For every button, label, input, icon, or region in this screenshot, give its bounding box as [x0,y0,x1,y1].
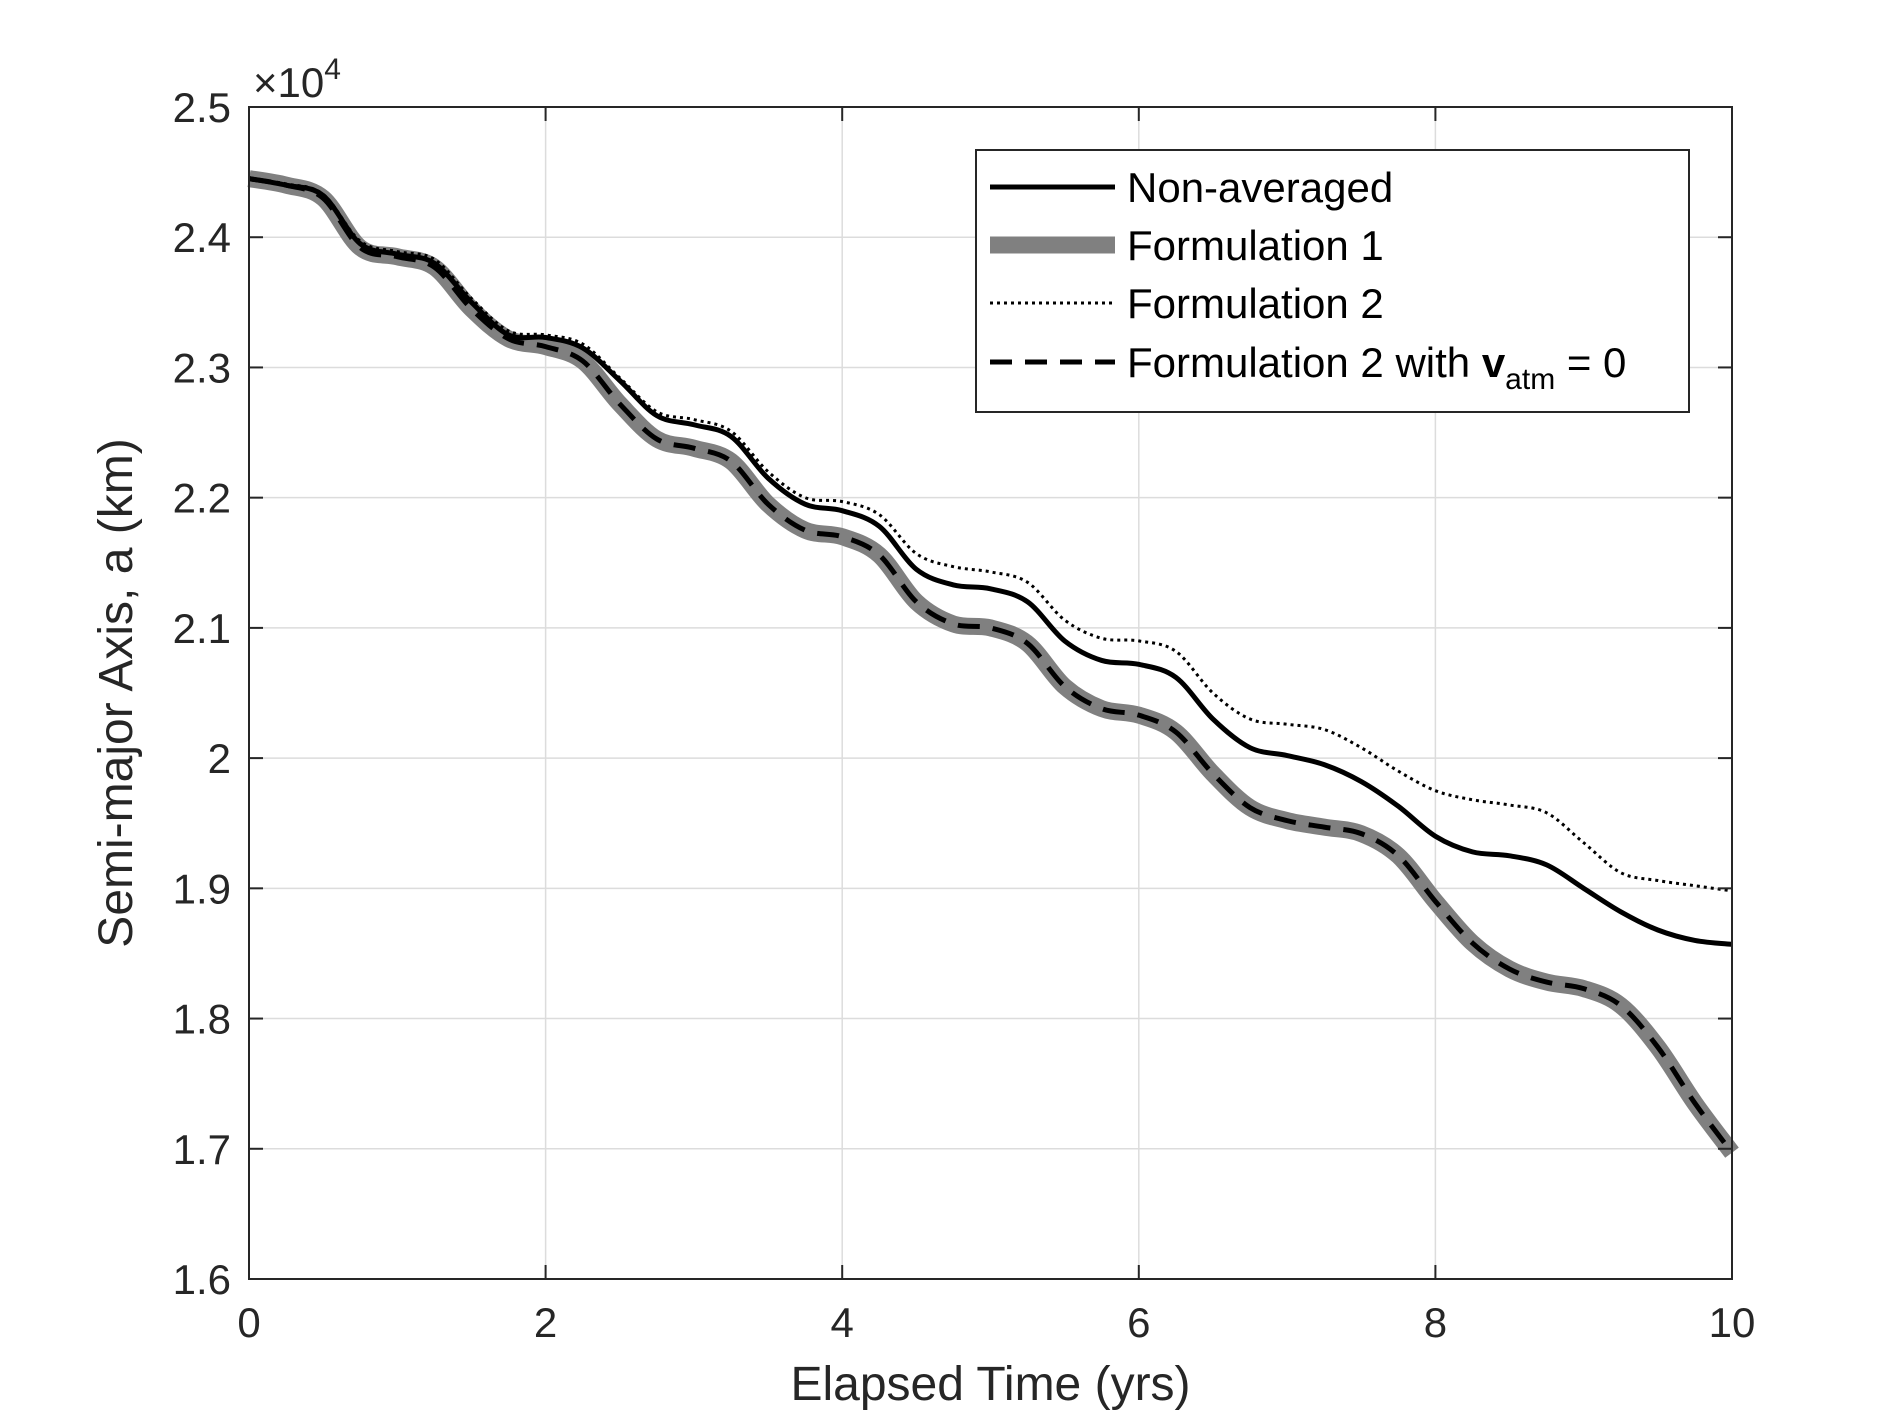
legend: Non-averaged Formulation 1 Formulation 2… [975,149,1690,413]
y-tick-label: 2.3 [173,344,231,391]
legend-label-text: Formulation 2 with [1127,339,1482,386]
legend-label-non-averaged: Non-averaged [1127,164,1393,211]
legend-label-formulation-2: Formulation 2 [1127,280,1384,327]
y-axis-multiplier: ×104 [253,53,341,106]
x-tick-label: 10 [1709,1299,1756,1346]
legend-label-vector-symbol: v [1482,339,1506,386]
series-line-formulation-2-vatm-zero [248,176,1734,1155]
x-tick-label: 8 [1424,1299,1447,1346]
y-tick-label: 1.6 [173,1256,231,1303]
legend-label-formulation-2-vatm-zero: Formulation 2 with vatm = 0 [1127,339,1626,396]
y-multiplier-exponent: 4 [324,53,341,86]
series-line-non-averaged [248,176,1733,947]
x-tick-label: 4 [831,1299,854,1346]
legend-label-suffix: = 0 [1555,339,1626,386]
axes-box [248,106,1733,1280]
x-tick-label: 0 [237,1299,260,1346]
y-tick-label: 2.5 [173,84,231,131]
series-layer [247,170,1739,1158]
legend-box [975,149,1690,413]
y-tick-label: 2 [208,735,231,782]
y-tick-label: 1.7 [173,1126,231,1173]
y-multiplier-base: ×10 [253,59,324,106]
ticks [248,106,1733,1280]
y-tick-label: 2.1 [173,605,231,652]
legend-label-subscript: atm [1505,363,1555,396]
x-axis-title: Elapsed Time (yrs) [790,1358,1190,1411]
y-tick-label: 2.2 [173,475,231,522]
series-line-formulation-2 [248,177,1733,893]
tick-labels: 0 2 4 6 8 10 1.6 1.7 1.8 1.9 2 2.1 2.2 2.3 2.4 2.5 [173,84,1756,1346]
y-tick-label: 1.9 [173,865,231,912]
legend-label-formulation-1: Formulation 1 [1127,222,1384,269]
x-tick-label: 2 [534,1299,557,1346]
y-tick-label: 1.8 [173,996,231,1043]
y-axis-title: Semi-major Axis, a (km) [90,438,143,947]
x-tick-label: 6 [1127,1299,1150,1346]
y-tick-label: 2.4 [173,214,231,261]
